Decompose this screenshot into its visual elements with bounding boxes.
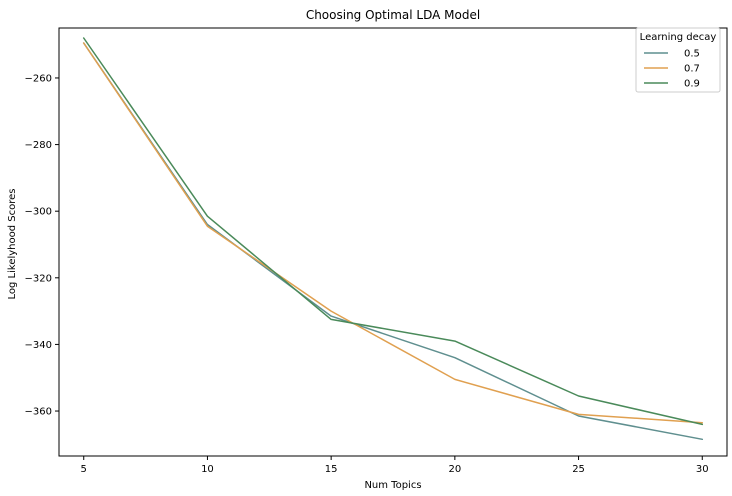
y-tick-label: −320: [25, 273, 52, 284]
y-axis-title: Log Likelyhood Scores: [7, 189, 18, 300]
y-tick-label: −280: [25, 140, 52, 151]
legend-label: 0.7: [684, 64, 700, 75]
y-tick-label: −300: [25, 207, 52, 218]
series-line-0-7: [82, 42, 704, 424]
x-tick-label: 10: [201, 464, 214, 475]
x-tick-label: 5: [81, 464, 87, 475]
series-line-0-9: [82, 37, 704, 426]
legend-label: 0.9: [684, 79, 700, 90]
y-tick-label: −360: [25, 407, 52, 418]
y-axis: −260 −280 −300 −320 −340 −360: [25, 73, 59, 418]
x-axis-title: Num Topics: [364, 480, 421, 491]
legend-label: 0.5: [684, 49, 700, 60]
series-line-0-5: [82, 42, 704, 441]
legend-items: 0.5 0.7 0.9: [644, 49, 700, 90]
x-tick-label: 30: [696, 464, 709, 475]
x-tick-label: 20: [448, 464, 461, 475]
x-tick-label: 25: [572, 464, 585, 475]
x-axis: 5 10 15 20 25 30: [81, 456, 709, 475]
x-tick-label: 15: [325, 464, 338, 475]
legend: Learning decay 0.5 0.7 0.9: [635, 27, 721, 93]
plot-frame: [58, 27, 728, 457]
chart-title: Choosing Optimal LDA Model: [306, 8, 480, 22]
y-tick-label: −340: [25, 340, 52, 351]
legend-box: [635, 27, 721, 93]
y-tick-label: −260: [25, 73, 52, 84]
legend-title: Learning decay: [640, 32, 717, 43]
series-lines: [82, 37, 704, 441]
